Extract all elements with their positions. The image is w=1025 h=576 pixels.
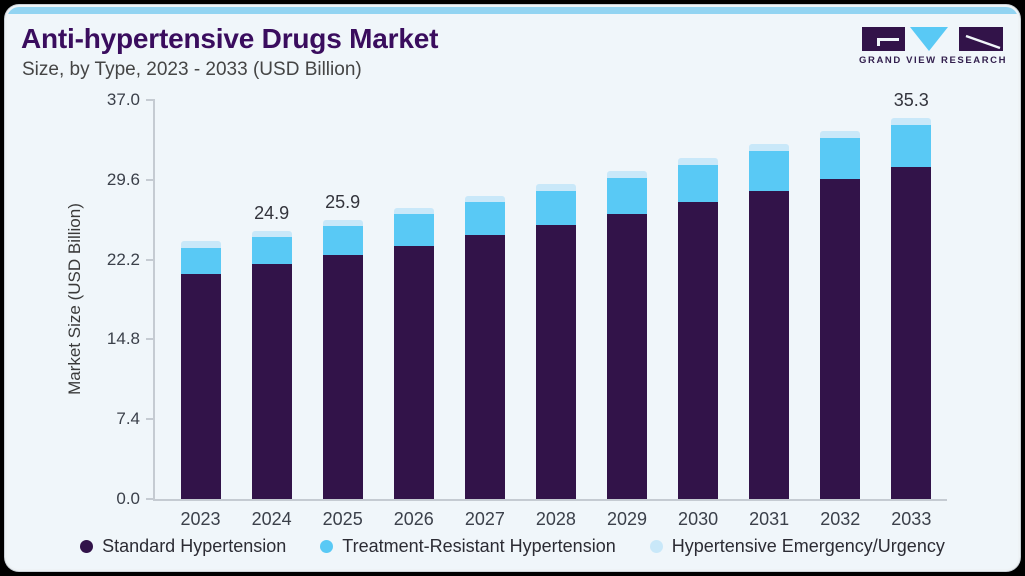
- bar-value-label: 24.9: [254, 202, 290, 223]
- bar-segment-standard-hypertension: [464, 234, 505, 499]
- legend-label: Treatment-Resistant Hypertension: [342, 536, 616, 556]
- bar-segment-standard-hypertension: [820, 178, 861, 499]
- bar-segment-treatment-resistant-hypertension: [393, 214, 434, 246]
- bar-segment-treatment-resistant-hypertension: [322, 226, 363, 256]
- bar-group-2026: 2026: [393, 207, 434, 529]
- bar-segment-treatment-resistant-hypertension: [820, 137, 861, 179]
- bar-segment-hypertensive-emergency-urgency: [607, 171, 647, 178]
- bar-segment-standard-hypertension: [535, 225, 576, 499]
- bar-segment-treatment-resistant-hypertension: [891, 124, 932, 167]
- y-tick-mark: [146, 418, 155, 421]
- y-tick-mark: [146, 498, 155, 500]
- report-card: Anti-hypertensive Drugs Market Size, by …: [5, 5, 1020, 571]
- bar-segment-hypertensive-emergency-urgency: [180, 241, 221, 248]
- bar-segment-hypertensive-emergency-urgency: [749, 144, 790, 151]
- bar-segment-treatment-resistant-hypertension: [607, 177, 647, 215]
- bar-segment-standard-hypertension: [251, 263, 292, 499]
- logo-v-triangle: [909, 27, 948, 51]
- plot-area: 2023 24.9 2024 25.9 2025 2026 2027 2028 2029 2030…: [107, 90, 947, 530]
- y-tick-mark: [146, 99, 155, 101]
- y-tick-label: 37.0: [106, 90, 140, 109]
- bar-segment-hypertensive-emergency-urgency: [464, 196, 505, 203]
- bar-segment-hypertensive-emergency-urgency: [535, 184, 576, 191]
- bar-group-2025: 25.9 2025: [322, 192, 363, 529]
- x-axis-label: 2025: [322, 509, 363, 529]
- y-tick-mark: [146, 338, 155, 341]
- logo-r-slash: [965, 34, 1000, 50]
- bar-value-label: 25.9: [325, 191, 361, 212]
- legend-swatch: [320, 540, 334, 553]
- x-axis-label: 2027: [464, 509, 505, 529]
- y-tick-label: 29.6: [106, 169, 140, 189]
- bar-group-2027: 2027: [464, 196, 505, 529]
- x-axis-label: 2031: [749, 509, 790, 529]
- x-axis-label: 2023: [180, 509, 221, 529]
- bars-container: 2023 24.9 2024 25.9 2025 2026 2027 2028 2029 2030…: [155, 90, 947, 530]
- bar-segment-treatment-resistant-hypertension: [678, 164, 719, 203]
- bar-group-2029: 2029: [607, 171, 647, 529]
- x-axis-label: 2033: [891, 509, 932, 529]
- y-tick-label: 0.0: [116, 489, 140, 508]
- bar-segment-standard-hypertension: [749, 190, 790, 499]
- bar-segment-treatment-resistant-hypertension: [464, 202, 505, 235]
- bar-segment-hypertensive-emergency-urgency: [322, 219, 363, 227]
- logo-g-notch: [876, 38, 899, 46]
- bar-segment-hypertensive-emergency-urgency: [251, 230, 292, 237]
- gvr-logo: GRAND VIEW RESEARCH: [859, 27, 1008, 66]
- bar-group-2028: 2028: [535, 184, 576, 529]
- bar-group-2032: 2032: [820, 131, 861, 529]
- bar-group-2023: 2023: [180, 241, 221, 529]
- y-tick-mark: [146, 178, 155, 181]
- bar-segment-hypertensive-emergency-urgency: [393, 207, 434, 215]
- legend-item-treatment-resistant-hypertension: Treatment-Resistant Hypertension: [320, 536, 616, 557]
- bar-segment-treatment-resistant-hypertension: [535, 190, 576, 226]
- bar-segment-standard-hypertension: [607, 214, 647, 499]
- gvr-logo-mark: [861, 27, 1003, 51]
- x-axis-label: 2028: [535, 509, 576, 529]
- legend-item-hypertensive-emergency-urgency: Hypertensive Emergency/Urgency: [649, 536, 945, 557]
- bar-segment-hypertensive-emergency-urgency: [891, 118, 932, 125]
- bar-group-2030: 2030: [678, 158, 719, 529]
- legend-item-standard-hypertension: Standard Hypertension: [80, 536, 286, 557]
- y-tick-label: 22.2: [106, 249, 140, 269]
- y-tick-mark: [146, 258, 155, 261]
- x-axis-label: 2030: [678, 509, 719, 529]
- legend-swatch: [80, 540, 94, 553]
- x-axis-label: 2029: [606, 509, 648, 529]
- bar-value-label: 35.3: [893, 90, 929, 111]
- gvr-logo-text: GRAND VIEW RESEARCH: [859, 55, 1008, 66]
- bar-segment-treatment-resistant-hypertension: [180, 247, 221, 274]
- legend-label: Standard Hypertension: [102, 536, 287, 556]
- y-axis-title: Market Size (USD Billion): [65, 203, 84, 395]
- bar-group-2033: 35.3 2033: [891, 90, 932, 529]
- chart-legend: Standard Hypertension Treatment-Resistant…: [7, 536, 1018, 557]
- page-title: Anti-hypertensive Drugs Market: [21, 23, 439, 54]
- bar-group-2024: 24.9 2024: [251, 203, 292, 530]
- bar-segment-hypertensive-emergency-urgency: [820, 131, 861, 138]
- bar-segment-standard-hypertension: [678, 202, 719, 499]
- bar-segment-standard-hypertension: [180, 273, 221, 499]
- bar-segment-hypertensive-emergency-urgency: [678, 158, 719, 165]
- x-axis-label: 2024: [251, 509, 292, 529]
- legend-swatch: [649, 540, 663, 553]
- bar-segment-treatment-resistant-hypertension: [251, 236, 292, 264]
- x-axis-label: 2032: [820, 509, 861, 529]
- accent-strip: [7, 7, 1018, 14]
- bar-segment-standard-hypertension: [322, 255, 363, 499]
- bar-segment-treatment-resistant-hypertension: [749, 150, 790, 191]
- bar-group-2031: 2031: [749, 144, 790, 529]
- y-tick-label: 7.4: [116, 409, 140, 429]
- bar-segment-standard-hypertension: [891, 166, 932, 499]
- bar-segment-standard-hypertension: [393, 245, 434, 499]
- legend-label: Hypertensive Emergency/Urgency: [671, 536, 945, 556]
- x-axis-label: 2026: [393, 509, 434, 529]
- page-subtitle: Size, by Type, 2023 - 2033 (USD Billion): [22, 59, 362, 80]
- y-tick-label: 14.8: [106, 329, 140, 349]
